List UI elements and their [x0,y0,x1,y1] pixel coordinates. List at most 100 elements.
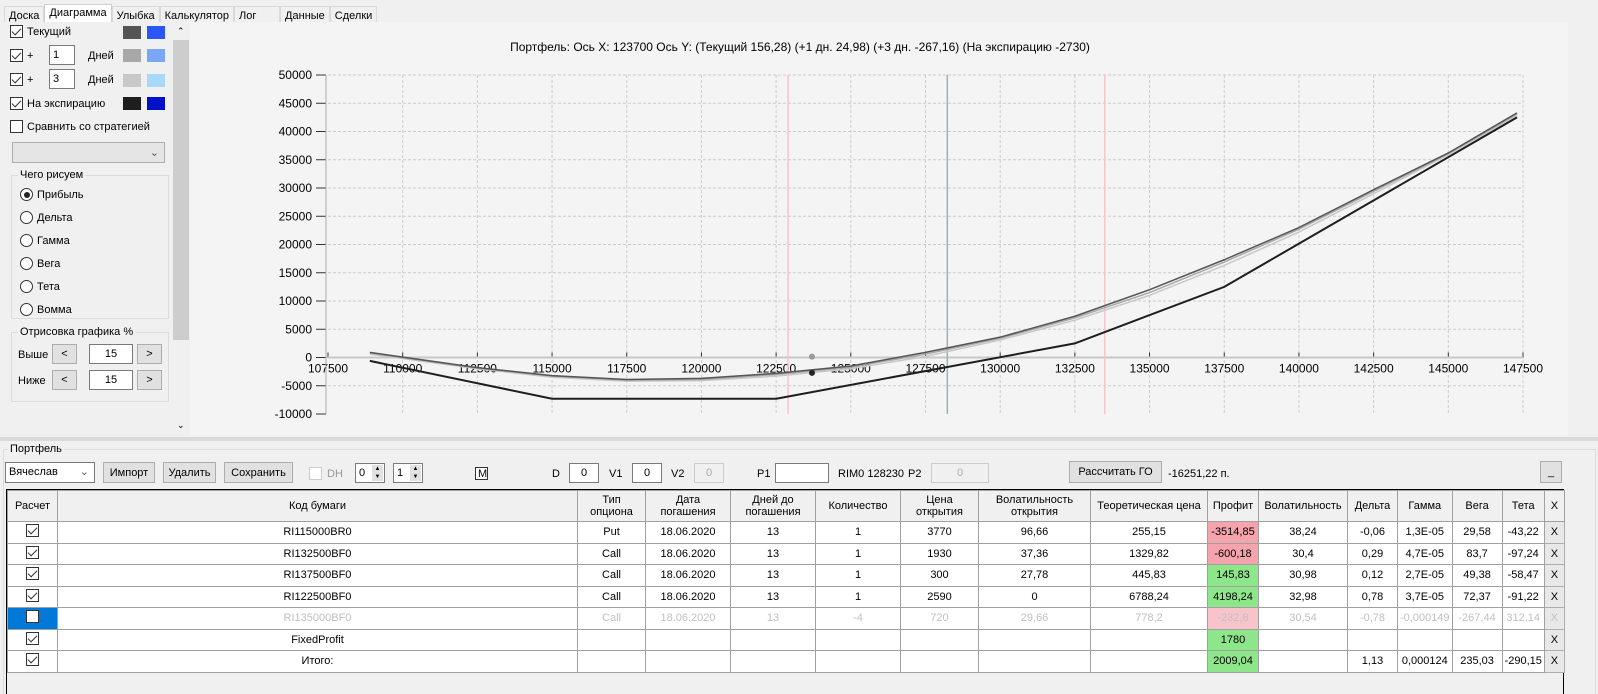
column-header[interactable]: Расчет [7,490,58,522]
delete-button[interactable]: Удалить [163,462,216,483]
p1-input[interactable] [775,463,829,483]
calc-checkbox[interactable] [26,524,39,538]
table-row[interactable]: RI137500BF0 Call 18.06.2020 13 1 300 27,78 445,… [7,564,1565,587]
calc-checkbox[interactable] [26,631,39,645]
strategy-select[interactable]: ⌄ [12,142,165,163]
plus3-color-swatch[interactable] [123,74,141,87]
radio-theta[interactable] [20,280,33,293]
d-input[interactable]: 0 [569,463,599,483]
expiration-checkbox[interactable] [10,97,23,110]
column-header[interactable]: Тип опциона [577,490,646,522]
column-header[interactable]: Вега [1451,490,1503,522]
tab-calculator[interactable]: Калькулятор [159,6,235,24]
table-row[interactable]: RI132500BF0 Call 18.06.2020 13 1 1930 37,36 132… [7,542,1565,565]
table-row[interactable]: Итого: 2009,04 1,13 0,000124 235,03 -290,15 X [7,650,1565,673]
import-button[interactable]: Импорт [103,462,155,483]
plus3-alt-color-swatch[interactable] [147,74,165,87]
save-button[interactable]: Сохранить [224,462,293,483]
table-row[interactable]: RI135000BF0 Call 18.06.2020 13 -4 720 29,66 778… [7,607,1565,630]
calc-checkbox[interactable] [26,588,39,602]
remove-row-button[interactable]: X [1543,542,1565,565]
scrollbar-thumb[interactable] [173,40,189,340]
v2-input[interactable]: 0 [694,463,724,483]
table-row[interactable]: RI115000BR0 Put 18.06.2020 13 1 3770 96,66 255,… [7,521,1565,544]
calc-cell[interactable] [7,521,58,544]
spin-arrows-icon[interactable]: ▲ ▼ [372,465,383,481]
below-decrease-button[interactable]: < [52,370,77,390]
tab-log[interactable]: Лог [234,6,281,24]
radio-gamma[interactable] [20,234,33,247]
calc-cell[interactable] [7,564,58,587]
above-input[interactable]: 15 [89,344,133,364]
calc-go-button[interactable]: Рассчитать ГО [1069,461,1162,483]
tab-diagram[interactable]: Диаграмма [44,4,112,24]
calc-cell[interactable] [7,650,58,673]
dh-checkbox[interactable] [309,467,322,480]
column-header[interactable]: Дата погашения [645,490,731,522]
spin-arrows-icon[interactable]: ▲ ▼ [410,465,421,481]
spin1-input[interactable]: 0 ▲ ▼ [355,463,385,483]
remove-row-button[interactable]: X [1543,607,1565,630]
tab-data[interactable]: Данные [280,6,330,24]
v1-input[interactable]: 0 [632,463,662,483]
scroll-down-icon[interactable]: ⌄ [177,420,185,430]
column-header[interactable]: Цена открытия [900,490,979,522]
radio-delta[interactable] [20,211,33,224]
calc-cell[interactable] [7,585,58,608]
calc-cell[interactable] [7,628,58,651]
calc-checkbox[interactable] [26,567,39,581]
splitter[interactable] [0,437,1598,441]
column-header[interactable]: Теоретическая цена [1090,490,1208,522]
panel-scrollbar[interactable]: ⌃ ⌄ [172,22,190,436]
expiration-color-swatch[interactable] [123,97,141,110]
table-row[interactable]: RI122500BF0 Call 18.06.2020 13 1 2590 0 6788,24… [7,585,1565,608]
table-row[interactable]: FixedProfit 1780 X [7,628,1565,651]
calc-cell[interactable] [7,542,58,565]
calc-checkbox[interactable] [26,653,39,667]
expiration-alt-color-swatch[interactable] [147,97,165,110]
radio-profit[interactable] [20,188,33,201]
column-header[interactable]: X [1543,490,1565,522]
column-header[interactable]: Дней до погашения [730,490,816,522]
plus3-checkbox[interactable] [10,73,23,86]
calc-checkbox[interactable] [26,545,39,559]
plus1-checkbox[interactable] [10,49,23,62]
spin2-input[interactable]: 1 ▲ ▼ [393,463,423,483]
plus1-alt-color-swatch[interactable] [147,49,165,62]
remove-row-button[interactable]: X [1543,650,1565,673]
column-header[interactable]: Количество [815,490,901,522]
radio-vega[interactable] [20,257,33,270]
below-increase-button[interactable]: > [137,370,162,390]
radio-vomma[interactable] [20,303,33,316]
plus1-color-swatch[interactable] [123,49,141,62]
m-checkbox[interactable] [475,467,489,480]
remove-row-button[interactable]: X [1543,585,1565,608]
tab-deals[interactable]: Сделки [329,6,378,24]
p2-input[interactable]: 0 [931,463,989,483]
plus1-days-input[interactable]: 1 [49,45,75,65]
remove-row-button[interactable]: X [1543,564,1565,587]
column-header[interactable]: Гамма [1397,490,1453,522]
column-header[interactable]: Профит [1207,490,1259,522]
above-increase-button[interactable]: > [137,344,162,364]
column-header[interactable]: Волатильность открытия [978,490,1091,522]
current-color-swatch[interactable] [123,26,141,39]
column-header[interactable]: Тета [1501,490,1545,522]
minimize-button[interactable]: _ [1540,461,1562,483]
column-header[interactable]: Код бумаги [57,490,578,522]
plus3-days-input[interactable]: 3 [49,69,75,89]
compare-checkbox[interactable] [10,120,23,133]
below-input[interactable]: 15 [89,370,133,390]
remove-row-button[interactable]: X [1543,521,1565,544]
column-header[interactable]: Дельта [1347,490,1398,522]
current-alt-color-swatch[interactable] [147,26,165,39]
above-decrease-button[interactable]: < [52,344,77,364]
current-checkbox[interactable] [10,25,23,38]
calc-cell[interactable] [7,607,58,630]
scroll-up-icon[interactable]: ⌃ [177,26,185,36]
remove-row-button[interactable]: X [1543,628,1565,651]
user-select[interactable]: Вячеслав ⌄ [5,462,95,483]
tab-board[interactable]: Доска [4,6,45,24]
tab-smile[interactable]: Улыбка [111,6,160,24]
calc-checkbox[interactable] [26,610,39,624]
